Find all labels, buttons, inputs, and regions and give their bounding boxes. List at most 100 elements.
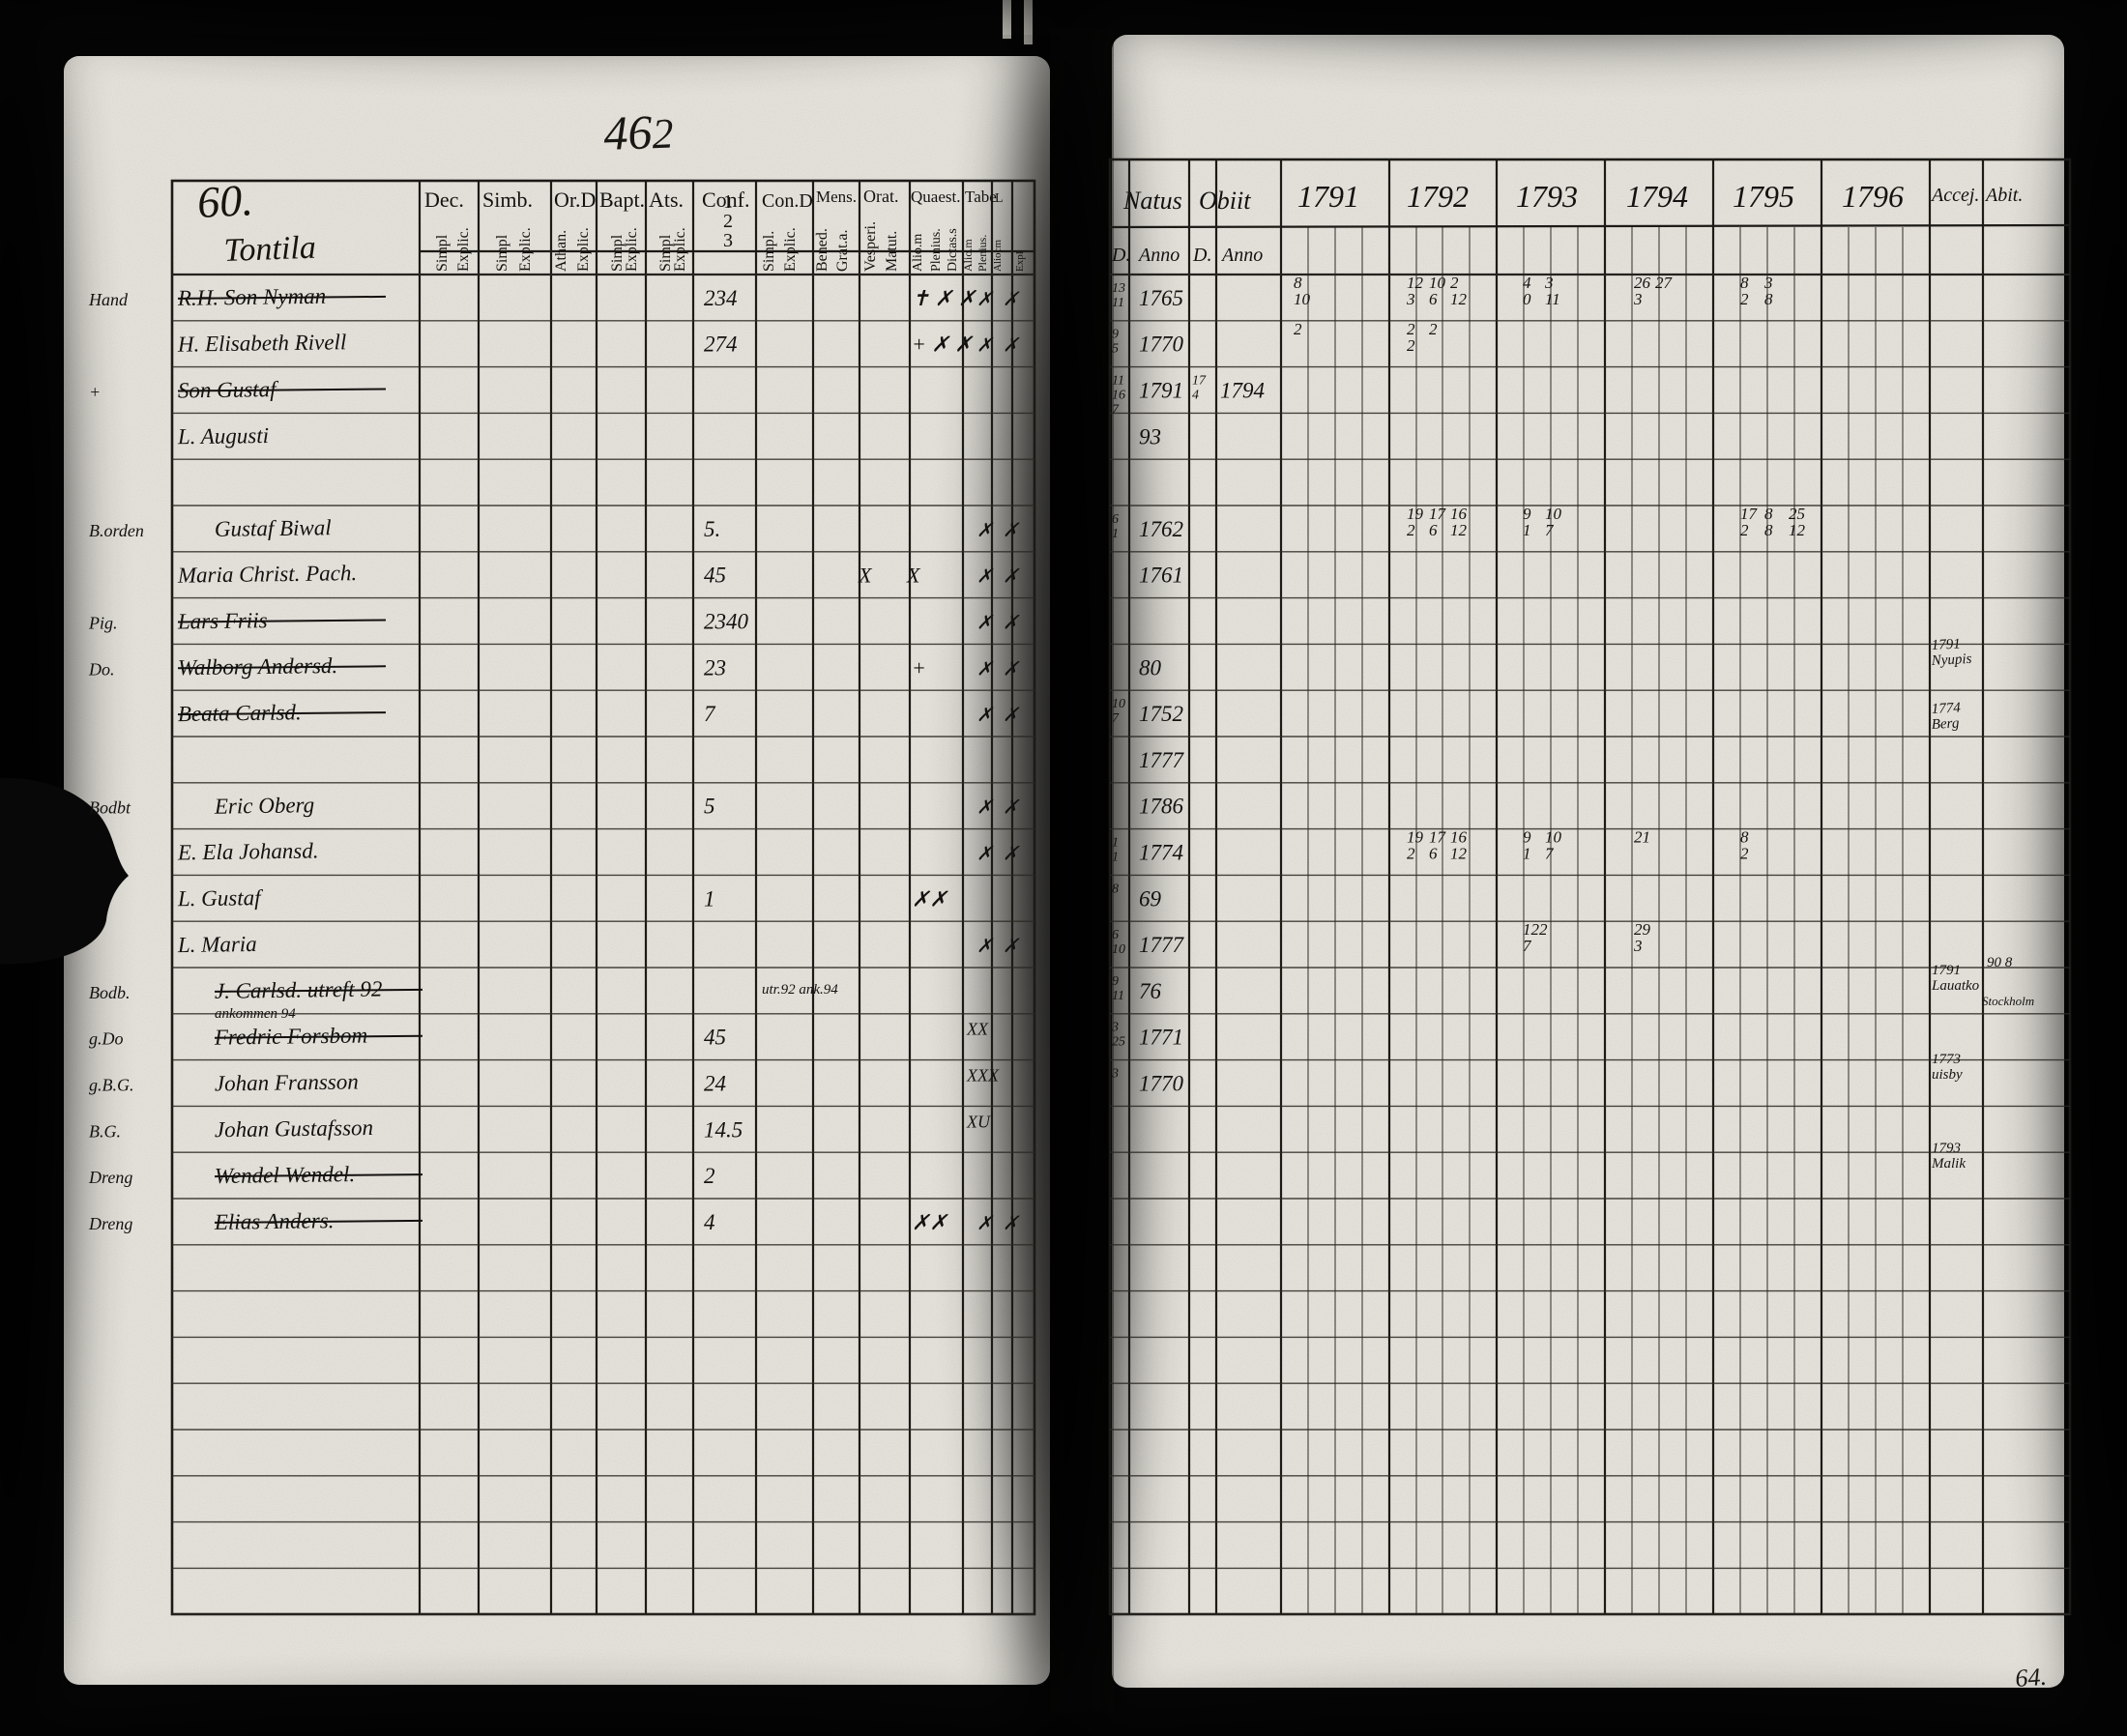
svg-text:1791: 1791 [1297, 179, 1359, 214]
svg-text:1791: 1791 [1931, 636, 1961, 653]
svg-text:1770: 1770 [1139, 1072, 1184, 1096]
svg-text:45: 45 [704, 564, 726, 588]
svg-text:60.: 60. [196, 175, 254, 227]
svg-text:+: + [89, 383, 101, 402]
svg-text:Grat.a.: Grat.a. [834, 229, 851, 272]
svg-text:2: 2 [1740, 521, 1749, 539]
svg-text:Johan Gustafsson: Johan Gustafsson [215, 1115, 374, 1142]
svg-text:7: 7 [1112, 711, 1120, 726]
svg-text:Hand: Hand [88, 290, 129, 309]
svg-text:12: 12 [1789, 521, 1806, 539]
svg-text:2: 2 [1429, 320, 1438, 338]
svg-text:✗: ✗ [976, 844, 994, 865]
svg-text:1791: 1791 [1139, 379, 1183, 403]
svg-text:X: X [858, 564, 873, 588]
svg-text:Eric Oberg: Eric Oberg [214, 793, 315, 818]
svg-text:Orat.: Orat. [863, 187, 898, 206]
svg-text:93: 93 [1139, 424, 1161, 448]
svg-text:8: 8 [1112, 882, 1119, 896]
svg-text:Abit.: Abit. [1984, 185, 2023, 206]
svg-text:1777: 1777 [1139, 748, 1185, 772]
svg-text:45: 45 [704, 1026, 726, 1050]
svg-text:Dec.: Dec. [424, 188, 464, 212]
svg-text:6: 6 [1429, 845, 1438, 863]
svg-text:1: 1 [1523, 521, 1531, 539]
svg-text:1: 1 [1112, 527, 1119, 541]
svg-text:10: 10 [1112, 942, 1125, 957]
svg-text:✗: ✗ [976, 520, 994, 541]
svg-text:234: 234 [704, 286, 738, 310]
svg-text:g.B.G.: g.B.G. [89, 1076, 134, 1095]
svg-text:Simpl: Simpl [494, 234, 510, 272]
svg-text:16: 16 [1112, 389, 1125, 403]
svg-text:+ ✗ ✗: + ✗ ✗ [912, 333, 974, 357]
svg-text:Vesperi.: Vesperi. [862, 221, 879, 272]
svg-text:XX: XX [966, 1020, 989, 1039]
svg-text:✗: ✗ [1003, 705, 1020, 726]
svg-text:Do.: Do. [88, 659, 115, 679]
svg-text:Bodbt: Bodbt [89, 798, 131, 818]
svg-text:1761: 1761 [1139, 564, 1183, 588]
svg-text:10: 10 [1294, 290, 1311, 308]
svg-text:Tabe: Tabe [965, 188, 997, 206]
svg-text:7: 7 [1112, 403, 1120, 418]
svg-text:7: 7 [704, 702, 716, 726]
svg-text:11: 11 [1112, 989, 1124, 1003]
svg-text:Stockholm: Stockholm [1982, 994, 2034, 1008]
svg-text:Dreng: Dreng [88, 1168, 132, 1187]
svg-text:✗: ✗ [1003, 844, 1020, 865]
svg-text:B.G.: B.G. [89, 1121, 121, 1141]
svg-text:Dictas.s: Dictas.s [946, 228, 960, 272]
svg-text:23: 23 [704, 655, 726, 680]
svg-text:ankommen 94: ankommen 94 [215, 1006, 296, 1022]
svg-text:25: 25 [1112, 1035, 1125, 1050]
svg-text:4: 4 [1192, 389, 1199, 403]
svg-text:Obiit: Obiit [1199, 187, 1251, 215]
svg-text:1794: 1794 [1626, 179, 1688, 214]
svg-text:0: 0 [1523, 290, 1531, 308]
svg-text:✗: ✗ [1003, 936, 1020, 957]
svg-text:Tontila: Tontila [223, 230, 316, 269]
svg-text:H. Elisabeth Rivell: H. Elisabeth Rivell [177, 330, 347, 356]
svg-text:uisby: uisby [1932, 1067, 1963, 1083]
svg-text:Maria Christ. Pach.: Maria Christ. Pach. [177, 561, 358, 588]
svg-text:✗: ✗ [1003, 658, 1020, 680]
svg-text:Athan.: Athan. [553, 230, 569, 272]
svg-text:12: 12 [1450, 290, 1468, 308]
svg-text:Mens.: Mens. [816, 188, 857, 206]
svg-text:1795: 1795 [1733, 179, 1794, 214]
svg-text:5: 5 [1112, 342, 1119, 357]
svg-text:B.orden: B.orden [89, 521, 144, 540]
svg-text:D.: D. [1192, 245, 1211, 266]
svg-text:Bodb.: Bodb. [89, 983, 131, 1002]
svg-text:Simb.: Simb. [482, 188, 533, 212]
svg-text:Expl: Expl [1014, 251, 1026, 272]
svg-text:21: 21 [1634, 828, 1650, 847]
svg-text:✗: ✗ [976, 1213, 994, 1234]
svg-text:9: 9 [1112, 328, 1119, 342]
svg-text:Explic.: Explic. [455, 227, 472, 272]
svg-text:1774: 1774 [1931, 700, 1961, 717]
svg-text:Natus: Natus [1122, 187, 1182, 215]
svg-text:3: 3 [1633, 290, 1643, 308]
svg-text:E. Ela Johansd.: E. Ela Johansd. [177, 838, 319, 864]
svg-text:XU: XU [966, 1112, 991, 1131]
svg-text:11: 11 [1545, 290, 1560, 308]
svg-text:3: 3 [1406, 290, 1415, 308]
svg-text:2: 2 [1407, 845, 1415, 863]
svg-text:✗: ✗ [976, 566, 994, 588]
svg-text:Pig.: Pig. [88, 614, 118, 633]
svg-text:3: 3 [723, 230, 733, 251]
svg-text:✗: ✗ [976, 613, 994, 634]
svg-text:1770: 1770 [1139, 333, 1184, 357]
svg-text:3: 3 [1111, 1067, 1119, 1082]
svg-text:✗✗: ✗✗ [912, 886, 948, 911]
svg-text:1752: 1752 [1139, 702, 1183, 726]
svg-text:Bened.: Bened. [814, 228, 830, 272]
svg-text:1777: 1777 [1139, 933, 1185, 957]
svg-text:✗: ✗ [1003, 1213, 1020, 1234]
svg-text:✗: ✗ [1003, 566, 1020, 588]
svg-text:2: 2 [704, 1164, 715, 1188]
svg-text:80: 80 [1139, 655, 1162, 680]
svg-text:+: + [912, 655, 926, 680]
